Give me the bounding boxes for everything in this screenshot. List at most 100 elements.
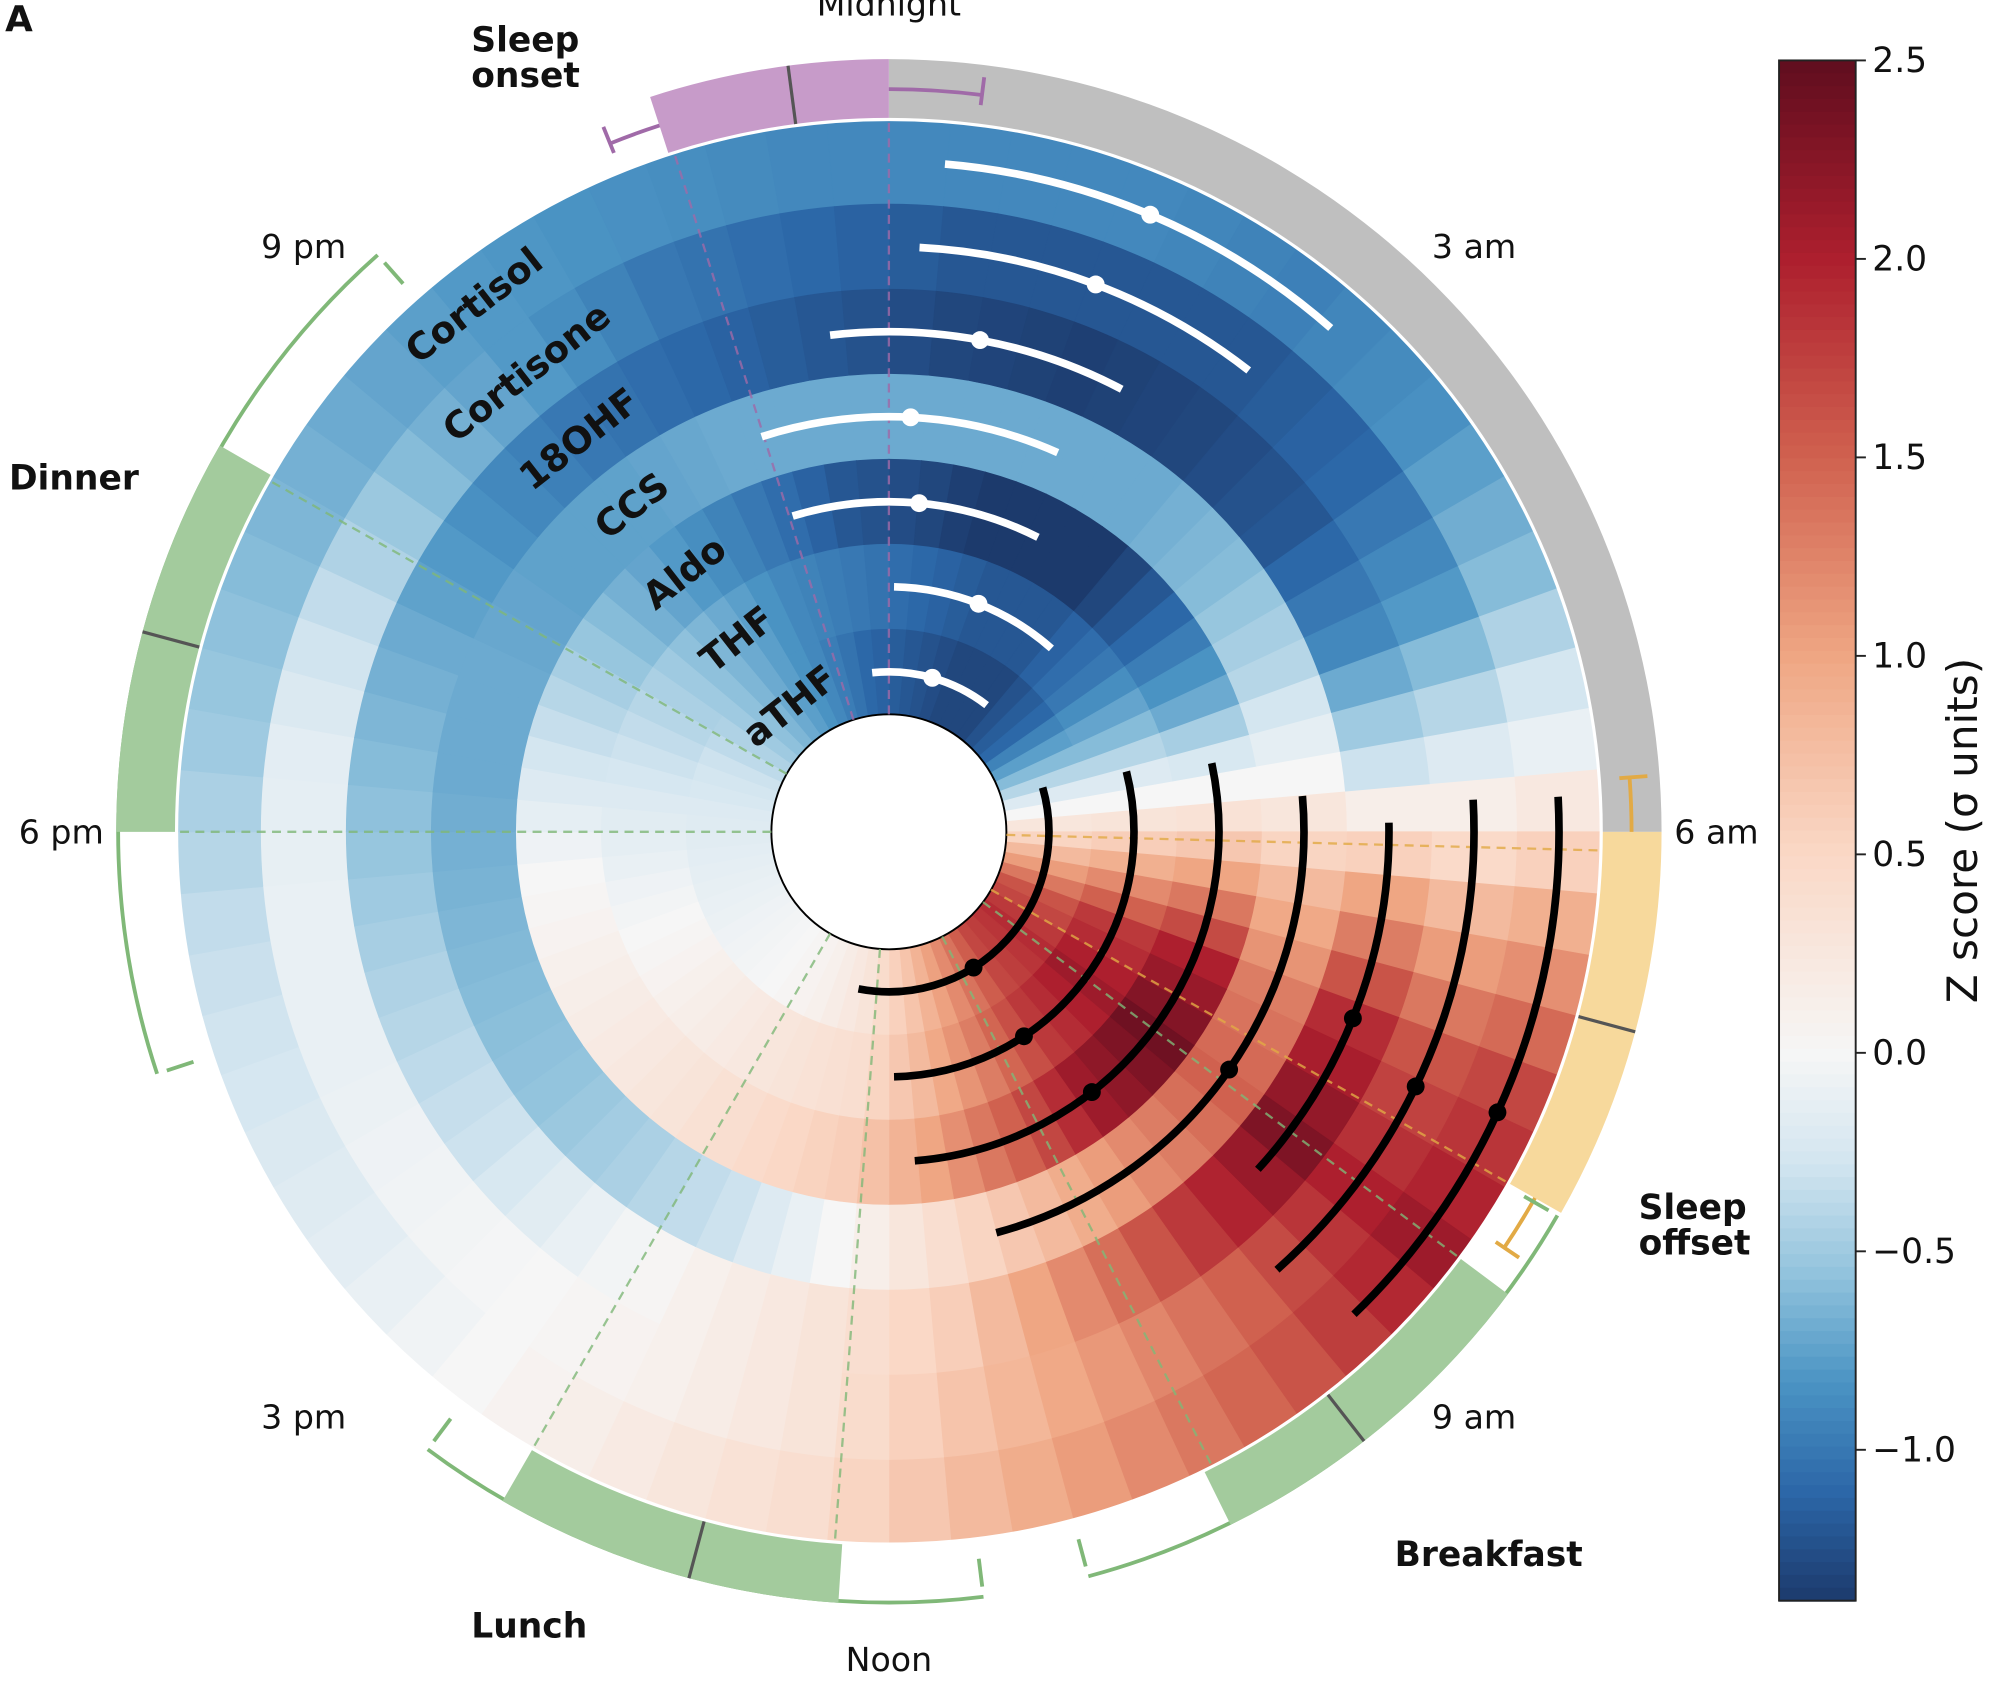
colorbar-segment	[1779, 753, 1856, 768]
heatmap-cell	[430, 831, 519, 873]
colorbar-tick-label: −1.0	[1872, 1430, 1956, 1470]
colorbar-segment	[1779, 1523, 1856, 1538]
heatmap-cell	[345, 784, 434, 833]
colorbar-segment	[1779, 317, 1856, 331]
colorbar-segment	[1779, 240, 1856, 254]
colorbar-segment	[1779, 1536, 1856, 1551]
colorbar-segment	[1779, 650, 1856, 665]
colorbar-label: Z score (σ units)	[1938, 658, 1987, 1003]
colorbar-segment	[1779, 984, 1856, 999]
event-range-cap	[978, 77, 987, 106]
time-label: 6 pm	[19, 812, 104, 851]
colorbar-segment	[1779, 1446, 1856, 1461]
colorbar-segment	[1779, 1356, 1856, 1371]
event-label: Dinner	[9, 459, 139, 499]
heatmap-cell	[826, 118, 890, 207]
trough-point	[901, 408, 920, 427]
colorbar-segment	[1779, 1074, 1856, 1089]
colorbar-segment	[1779, 1048, 1856, 1063]
peak-point	[1015, 1027, 1033, 1046]
peak-arc	[1274, 799, 1478, 1273]
colorbar-segment	[1779, 804, 1856, 819]
heatmap-cell	[345, 831, 434, 880]
colorbar-segment	[1779, 715, 1856, 729]
event-median-tick	[1326, 1393, 1366, 1443]
colorbar-segment	[1779, 1241, 1856, 1256]
colorbar-tick-label: 2.5	[1872, 41, 1927, 81]
peak-point	[1488, 1103, 1507, 1122]
colorbar-segment	[1779, 471, 1856, 486]
heatmap-cell	[260, 831, 349, 887]
colorbar-segment	[1779, 1587, 1856, 1602]
trough-point	[971, 331, 989, 350]
colorbar-segment	[1779, 1395, 1856, 1410]
peak-point	[1406, 1077, 1425, 1096]
colorbar-segment	[1779, 625, 1856, 640]
colorbar-segment	[1779, 1254, 1856, 1268]
colorbar-segment	[1779, 1343, 1856, 1358]
colorbar-segment	[1779, 766, 1856, 781]
heatmap-cell	[841, 1287, 890, 1375]
event-range-cap	[166, 1059, 195, 1073]
colorbar-segment	[1779, 894, 1856, 909]
peak-arc	[1351, 796, 1563, 1318]
heatmap-outline	[174, 117, 1604, 1547]
colorbar-segment	[1779, 406, 1856, 421]
time-label: Midnight	[817, 0, 961, 24]
colorbar-segment	[1779, 560, 1856, 575]
colorbar-segment	[1779, 1202, 1856, 1217]
colorbar-segment	[1779, 381, 1856, 396]
colorbar-segment	[1779, 1369, 1856, 1384]
colorbar-tick-label: 0.5	[1872, 835, 1927, 875]
colorbar-segment	[1779, 1125, 1856, 1140]
sleep-band	[888, 59, 1662, 832]
event-dashed-line	[833, 948, 882, 1543]
event-range-cap	[976, 1558, 985, 1587]
colorbar-segment	[1779, 1382, 1856, 1397]
peak-point	[1343, 1009, 1362, 1028]
colorbar-segment	[1779, 304, 1856, 319]
colorbar-segment	[1779, 920, 1856, 935]
peak-arc	[893, 770, 1138, 1081]
colorbar-segment	[1779, 727, 1856, 742]
colorbar-segment	[1779, 1266, 1856, 1281]
time-label: 6 am	[1674, 812, 1758, 851]
colorbar-segment	[1779, 779, 1856, 794]
peak-point	[1220, 1060, 1239, 1079]
heatmap-cell	[175, 831, 265, 895]
peak-point	[1082, 1083, 1101, 1102]
colorbar-segment	[1779, 958, 1856, 973]
heatmap-cell	[175, 769, 265, 833]
peak-arc	[857, 786, 1053, 996]
event-range-cap	[383, 261, 405, 285]
colorbar-segment	[1779, 1035, 1856, 1050]
peak-point	[964, 958, 983, 977]
colorbar-segment	[1779, 214, 1856, 229]
colorbar-segment	[1779, 355, 1856, 370]
trough-point	[923, 668, 942, 687]
event-range-cap	[1523, 1194, 1550, 1213]
colorbar-segment	[1779, 188, 1856, 203]
colorbar-segment	[1779, 676, 1856, 691]
colorbar-segment	[1779, 1164, 1856, 1179]
event-bar	[1204, 1258, 1508, 1525]
colorbar-segment	[1779, 111, 1856, 126]
event-ring	[116, 59, 1662, 1605]
colorbar-tick-label: 0.0	[1872, 1033, 1927, 1073]
trough-point	[1086, 275, 1105, 294]
peak-arc	[1255, 822, 1393, 1172]
colorbar-segment	[1779, 1408, 1856, 1422]
colorbar-segment	[1779, 419, 1856, 434]
colorbar-segment	[1779, 1305, 1856, 1320]
colorbar-segment	[1779, 1549, 1856, 1564]
colorbar-segment	[1779, 1331, 1856, 1345]
center-hole	[770, 713, 1008, 951]
event-range-cap	[601, 126, 616, 154]
event-label: Lunch	[471, 1607, 587, 1647]
colorbar-segment	[1779, 971, 1856, 986]
colorbar-frame	[1778, 59, 1857, 1602]
colorbar-segment	[1779, 881, 1856, 896]
colorbar-segment	[1779, 509, 1856, 524]
heatmap-cell	[888, 1202, 930, 1290]
peak-arc	[914, 762, 1223, 1165]
